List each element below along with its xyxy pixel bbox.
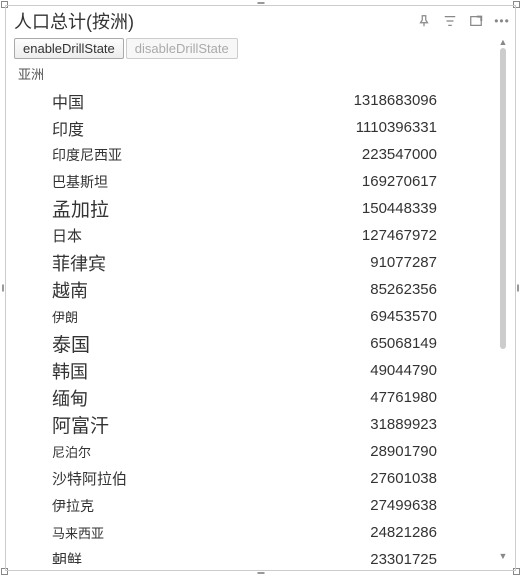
table-row[interactable]: 尼泊尔28901790	[14, 438, 497, 465]
resize-handle-top[interactable]	[257, 2, 264, 4]
enable-drill-button[interactable]: enableDrillState	[14, 38, 124, 59]
table-row[interactable]: 伊拉克27499638	[14, 492, 497, 519]
row-value: 27601038	[127, 470, 497, 487]
table-row[interactable]: 马来西亚24821286	[14, 519, 497, 546]
row-value: 47761980	[88, 389, 497, 406]
table-row[interactable]: 印度尼西亚223547000	[14, 141, 497, 168]
row-value: 91077287	[106, 254, 497, 271]
row-label: 马来西亚	[14, 523, 104, 542]
table-row[interactable]: 印度1110396331	[14, 114, 497, 141]
row-value: 24821286	[104, 524, 497, 541]
scroll-up-button[interactable]: ▲	[498, 36, 508, 48]
scrollbar[interactable]: ▲ ▼	[498, 36, 508, 562]
drill-buttons: enableDrillState disableDrillState	[6, 34, 515, 61]
table-row[interactable]: 越南85262356	[14, 276, 497, 303]
row-label: 泰国	[14, 330, 90, 357]
row-value: 28901790	[91, 443, 497, 460]
row-value: 23301725	[82, 551, 497, 564]
data-rows: 中国1318683096印度1110396331印度尼西亚223547000巴基…	[14, 85, 497, 564]
disable-drill-button: disableDrillState	[126, 38, 238, 59]
row-label: 韩国	[14, 358, 88, 384]
pin-icon[interactable]	[417, 14, 431, 28]
visual-title: 人口总计(按洲)	[14, 8, 134, 34]
row-label: 越南	[14, 277, 88, 303]
scroll-down-button[interactable]: ▼	[498, 550, 508, 562]
row-label: 缅甸	[14, 385, 88, 411]
row-value: 65068149	[90, 335, 497, 352]
row-value: 169270617	[108, 173, 497, 190]
resize-handle-bottom[interactable]	[257, 572, 264, 574]
group-label: 亚洲	[14, 62, 497, 85]
resize-handle-left[interactable]	[2, 285, 4, 292]
scroll-thumb[interactable]	[500, 48, 506, 349]
header: 人口总计(按洲) •••	[6, 6, 515, 34]
row-value: 31889923	[109, 416, 497, 433]
row-value: 69453570	[78, 308, 497, 325]
header-actions: •••	[417, 14, 509, 28]
row-label: 印度尼西亚	[14, 145, 122, 165]
focus-mode-icon[interactable]	[469, 14, 483, 28]
row-label: 尼泊尔	[14, 442, 91, 461]
table-row[interactable]: 缅甸47761980	[14, 384, 497, 411]
table-row[interactable]: 泰国65068149	[14, 330, 497, 357]
row-label: 孟加拉	[14, 195, 109, 222]
table-row[interactable]: 巴基斯坦169270617	[14, 168, 497, 195]
row-label: 印度	[14, 116, 84, 140]
table-row[interactable]: 阿富汗31889923	[14, 411, 497, 438]
resize-handle-right[interactable]	[517, 285, 519, 292]
row-value: 27499638	[94, 497, 497, 514]
scroll-track[interactable]	[500, 48, 506, 550]
row-label: 朝鲜	[14, 549, 82, 564]
table-row[interactable]: 孟加拉150448339	[14, 195, 497, 222]
table-row[interactable]: 沙特阿拉伯27601038	[14, 465, 497, 492]
table-row[interactable]: 朝鲜23301725	[14, 546, 497, 564]
filter-icon[interactable]	[443, 14, 457, 28]
row-label: 菲律宾	[14, 250, 106, 276]
more-options-icon[interactable]: •••	[495, 14, 509, 28]
row-value: 49044790	[88, 362, 497, 379]
table-row[interactable]: 日本127467972	[14, 222, 497, 249]
content-area: 亚洲 中国1318683096印度1110396331印度尼西亚22354700…	[14, 62, 497, 564]
table-row[interactable]: 中国1318683096	[14, 87, 497, 114]
row-label: 伊朗	[14, 307, 78, 326]
row-value: 85262356	[88, 281, 497, 298]
row-label: 中国	[14, 89, 84, 113]
table-row[interactable]: 韩国49044790	[14, 357, 497, 384]
row-label: 巴基斯坦	[14, 172, 108, 192]
row-value: 1110396331	[84, 119, 497, 136]
row-value: 127467972	[82, 227, 497, 244]
row-label: 沙特阿拉伯	[14, 468, 127, 489]
table-row[interactable]: 菲律宾91077287	[14, 249, 497, 276]
row-label: 日本	[14, 225, 82, 246]
row-label: 阿富汗	[14, 411, 109, 438]
row-value: 150448339	[109, 200, 497, 217]
row-value: 1318683096	[84, 92, 497, 109]
table-row[interactable]: 伊朗69453570	[14, 303, 497, 330]
visual-container: 人口总计(按洲) ••• enableDrillState disableDri…	[5, 5, 516, 571]
row-value: 223547000	[122, 146, 497, 163]
row-label: 伊拉克	[14, 496, 94, 516]
